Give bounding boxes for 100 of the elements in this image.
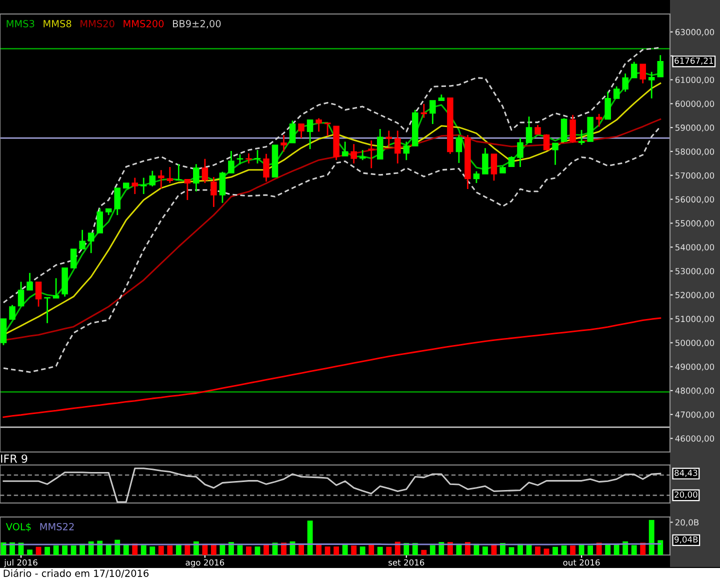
y-tick-label: 57000,00 bbox=[676, 172, 714, 180]
bar bbox=[456, 544, 462, 555]
bar bbox=[386, 546, 392, 555]
bar bbox=[316, 544, 322, 555]
y-tick-label: 55000,00 bbox=[676, 220, 714, 228]
bar bbox=[324, 546, 330, 555]
candlestick bbox=[526, 116, 532, 144]
candlestick bbox=[630, 61, 638, 79]
bar bbox=[508, 547, 514, 555]
line-series bbox=[2, 126, 662, 373]
candlestick bbox=[140, 177, 147, 195]
bar bbox=[334, 546, 340, 555]
bar bbox=[158, 546, 164, 555]
text: MMS3 bbox=[6, 20, 34, 28]
candlestick bbox=[570, 114, 576, 144]
bar bbox=[62, 546, 68, 555]
candlestick bbox=[0, 318, 7, 346]
bar bbox=[27, 550, 32, 555]
candlestick bbox=[482, 147, 488, 175]
candlestick bbox=[96, 208, 103, 234]
candlestick bbox=[44, 296, 50, 324]
candlestick bbox=[578, 129, 585, 146]
candlestick bbox=[604, 91, 611, 120]
candlestick bbox=[648, 71, 655, 100]
bar bbox=[552, 546, 558, 555]
bar bbox=[246, 546, 252, 555]
bar bbox=[360, 546, 366, 555]
text: BB9±2,00 bbox=[172, 20, 221, 28]
candlestick bbox=[18, 281, 24, 307]
candlestick bbox=[263, 153, 270, 182]
y-tick-label: 47000,00 bbox=[675, 411, 714, 419]
candlestick bbox=[403, 140, 410, 161]
bar bbox=[605, 544, 611, 555]
y-tick-label: 49000,00 bbox=[675, 364, 714, 371]
y-tick-label: 53000,00 bbox=[676, 268, 714, 276]
bar bbox=[237, 545, 243, 555]
bar bbox=[614, 544, 620, 555]
bar bbox=[421, 550, 427, 555]
bar bbox=[377, 546, 383, 555]
bar bbox=[220, 544, 226, 555]
bar bbox=[648, 520, 654, 555]
candlestick bbox=[306, 119, 314, 150]
bar bbox=[588, 546, 594, 555]
bar bbox=[368, 544, 374, 555]
y-tick-label: 48000,00 bbox=[675, 388, 714, 395]
candlestick bbox=[613, 86, 620, 100]
y-tick-label: 63000,00 bbox=[675, 28, 714, 36]
candlestick bbox=[376, 128, 384, 160]
text: MMS8 bbox=[44, 20, 72, 28]
candlestick bbox=[280, 134, 287, 152]
candlestick bbox=[596, 113, 602, 128]
candlestick bbox=[289, 120, 296, 144]
candlestick bbox=[456, 134, 462, 164]
y-tick-label: 50000,00 bbox=[676, 340, 714, 347]
bar bbox=[570, 546, 576, 555]
candlestick bbox=[132, 177, 138, 195]
x-tick-label: ago 2016 bbox=[186, 559, 224, 568]
candlestick bbox=[298, 123, 304, 139]
y-tick-label: 54000,00 bbox=[676, 244, 714, 252]
candlestick bbox=[254, 149, 261, 164]
text: 61767,21 bbox=[674, 58, 714, 65]
y-tick-label: 60000,00 bbox=[675, 100, 714, 108]
text: MMS200 bbox=[124, 20, 164, 28]
candlestick bbox=[193, 163, 200, 192]
candlestick bbox=[394, 130, 401, 164]
series-label: MMS22 bbox=[40, 523, 74, 530]
bar bbox=[298, 544, 304, 555]
bar bbox=[535, 546, 540, 555]
line-series bbox=[2, 317, 662, 418]
annotation: 20,00 bbox=[674, 491, 698, 499]
candlestick bbox=[552, 142, 558, 166]
candlestick bbox=[490, 153, 498, 182]
candlestick bbox=[114, 187, 120, 216]
bar bbox=[36, 546, 42, 555]
candlestick bbox=[342, 140, 348, 157]
bar bbox=[578, 544, 584, 555]
candlestick bbox=[246, 152, 252, 164]
candlestick bbox=[149, 170, 156, 188]
candlestick bbox=[236, 154, 244, 166]
x-tick-label: jul 2016 bbox=[4, 559, 38, 568]
y-tick-label: 52000,00 bbox=[676, 292, 714, 300]
chart-title: IFR 9 bbox=[1, 454, 28, 463]
bar bbox=[307, 520, 313, 555]
x-tick-label: set 2016 bbox=[388, 559, 424, 566]
bar bbox=[658, 540, 664, 555]
series-label: VOL$ bbox=[6, 522, 31, 532]
candlestick bbox=[324, 122, 331, 137]
candlestick bbox=[158, 169, 164, 190]
bar bbox=[123, 544, 129, 555]
bar bbox=[210, 544, 216, 555]
y-tick-label: 61000,00 bbox=[675, 76, 714, 84]
candlestick bbox=[88, 232, 94, 254]
y-tick-label: 58000,00 bbox=[676, 148, 714, 156]
candlestick bbox=[9, 304, 16, 320]
candlestick bbox=[560, 118, 568, 142]
y-tick-label: 20,0B bbox=[675, 519, 699, 526]
bar bbox=[544, 548, 550, 555]
candlestick bbox=[386, 130, 392, 148]
candlestick bbox=[534, 124, 541, 135]
bar bbox=[561, 546, 567, 555]
